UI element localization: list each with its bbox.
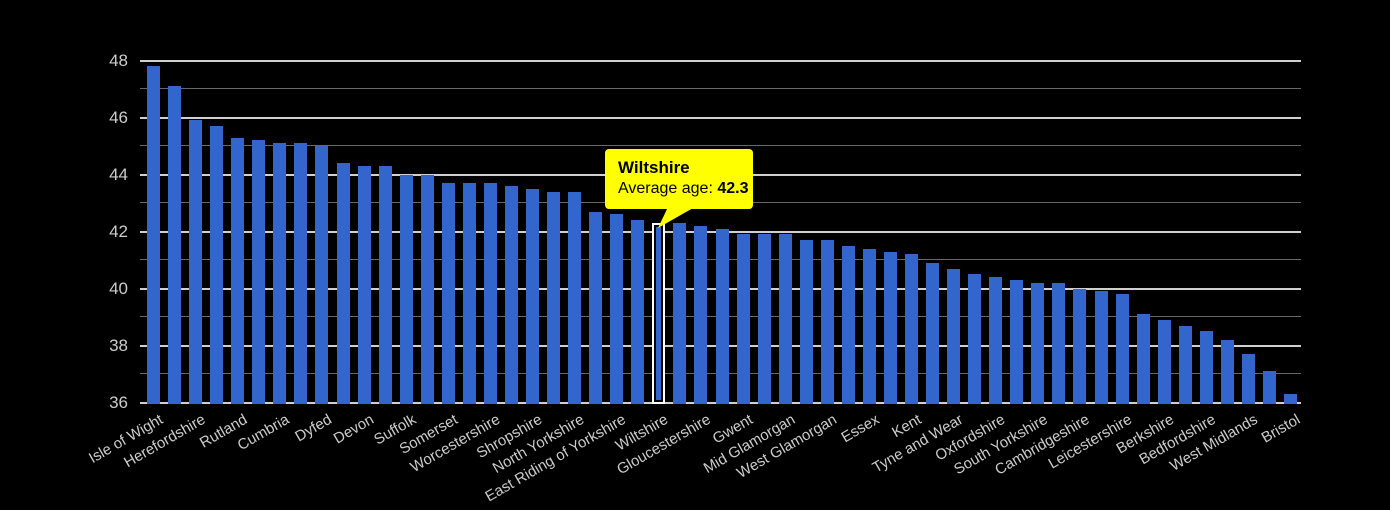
bar-rank-6[interactable] [252,140,266,404]
bar-isle-of-wight[interactable] [147,66,160,404]
bar-rank-28[interactable] [715,228,729,404]
bar-rank-46[interactable] [1094,291,1108,404]
tooltip-metric-label: Average age: [618,180,718,197]
x-axis-label-dyfed: Dyfed [291,411,335,446]
bar-rank-40[interactable] [968,274,982,405]
y-axis-label-38: 38 [109,335,128,355]
bar-rank-38[interactable] [926,262,940,404]
bar-herefordshire[interactable] [189,120,203,404]
bar-rank-50[interactable] [1178,325,1192,404]
bar-cambridgeshire[interactable] [1073,288,1087,404]
bar-rank-18[interactable] [504,185,518,404]
bar-rank-42[interactable] [1010,280,1024,404]
bar-west-glamorgan[interactable] [820,240,834,404]
bar-rank-22[interactable] [589,211,603,404]
y-axis-label-44: 44 [109,164,128,184]
bar-leicestershire[interactable] [1115,294,1129,404]
bar-north-yorkshire[interactable] [568,191,582,404]
gridline-y-48 [140,59,1301,62]
bar-east-riding-of-yorkshire[interactable] [610,214,624,404]
bar-shropshire[interactable] [526,188,539,405]
bar-rank-36[interactable] [883,251,897,404]
bar-cumbria[interactable] [273,143,287,404]
bar-rank-14[interactable] [420,174,434,404]
bar-kent[interactable] [905,254,918,404]
bar-tyne-and-wear[interactable] [947,268,961,404]
bar-dyfed[interactable] [315,146,329,404]
bar-west-midlands[interactable] [1241,354,1255,404]
bar-rank-12[interactable] [378,166,392,404]
bar-berkshire[interactable] [1157,319,1171,404]
bar-rank-8[interactable] [294,143,308,404]
bar-rank-16[interactable] [462,183,476,404]
bar-rank-32[interactable] [799,240,813,404]
bar-rank-4[interactable] [210,126,224,404]
x-axis-label-essex: Essex [838,411,882,447]
bar-gwent[interactable] [736,234,750,404]
x-axis-label-bristol: Bristol [1258,411,1303,447]
bar-worcestershire[interactable] [483,183,497,404]
bar-suffolk[interactable] [399,174,413,404]
bar-somerset[interactable] [441,183,455,404]
gridline-y-46 [140,116,1301,119]
bar-south-yorkshire[interactable] [1031,282,1045,404]
gridline-y-47 [140,88,1301,89]
bar-rank-24[interactable] [631,220,645,404]
bar-rank-48[interactable] [1136,314,1150,404]
y-axis-label-40: 40 [109,278,128,298]
bar-rank-10[interactable] [336,163,350,404]
y-axis-label-36: 36 [109,392,128,412]
bar-mid-glamorgan[interactable] [778,234,792,404]
tooltip-metric-line: Average age: 42.3 [618,180,753,198]
bar-gloucestershire[interactable] [694,225,708,404]
bar-rank-44[interactable] [1052,282,1066,404]
y-axis-label-42: 42 [109,221,128,241]
x-axis-label-devon: Devon [330,411,377,448]
y-axis-label-48: 48 [109,50,128,70]
tooltip-title: Wiltshire [618,158,690,177]
bar-bedfordshire[interactable] [1199,331,1213,405]
bar-rutland[interactable] [231,137,245,404]
bar-selected-wiltshire[interactable] [652,223,666,404]
bar-oxfordshire[interactable] [989,277,1003,404]
tooltip-value: 42.3 [717,180,749,197]
bar-rank-2[interactable] [168,86,182,404]
bar-bristol[interactable] [1284,394,1297,404]
bar-essex[interactable] [862,248,876,404]
bar-rank-26[interactable] [673,223,687,404]
bar-rank-30[interactable] [757,234,771,404]
bar-devon[interactable] [357,166,371,404]
tooltip: Wiltshire Average age: 42.3 [605,149,753,209]
y-axis-label-46: 46 [109,107,128,127]
gridline-y-45 [140,145,1301,146]
bar-rank-34[interactable] [841,245,855,405]
bar-rank-54[interactable] [1262,371,1276,404]
bar-rank-20[interactable] [547,191,561,404]
bar-rank-52[interactable] [1220,339,1234,404]
